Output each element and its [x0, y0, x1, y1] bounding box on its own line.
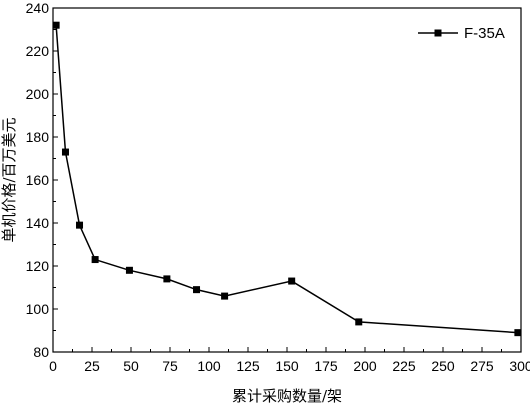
x-axis-label: 累计采购数量/架	[232, 387, 342, 405]
data-point	[163, 275, 171, 283]
data-point	[91, 256, 99, 264]
x-tick-label: 25	[84, 358, 100, 374]
x-tick-label: 250	[431, 358, 455, 374]
legend-marker	[434, 29, 442, 37]
data-point	[76, 221, 84, 229]
plot-frame	[52, 7, 522, 353]
y-tick-label: 120	[26, 258, 50, 274]
data-point	[61, 148, 69, 156]
y-tick-label: 200	[26, 86, 50, 102]
x-tick-label: 125	[236, 358, 260, 374]
x-tick-label: 300	[509, 358, 530, 374]
legend: F-35A	[418, 25, 505, 42]
y-tick-label: 80	[33, 344, 49, 360]
data-point	[514, 329, 522, 337]
x-tick-label: 200	[353, 358, 377, 374]
y-tick-label: 140	[26, 215, 50, 231]
x-tick-label: 75	[162, 358, 178, 374]
y-tick-label: 220	[26, 43, 50, 59]
x-tick-label: 0	[49, 358, 57, 374]
data-point	[288, 277, 296, 285]
data-point	[125, 266, 133, 274]
x-tick-label: 100	[197, 358, 221, 374]
data-point	[221, 292, 229, 300]
y-tick-label: 160	[26, 172, 50, 188]
x-tick-label: 150	[275, 358, 299, 374]
x-tick-label: 225	[392, 358, 416, 374]
data-point	[355, 318, 363, 326]
y-tick-label: 240	[26, 0, 50, 16]
data-point	[52, 21, 60, 29]
data-point	[193, 286, 201, 294]
y-tick-label: 100	[26, 301, 50, 317]
y-tick-label: 180	[26, 129, 50, 145]
ticks-layer: 0 25 50 75 100 125 150 175 200 225 250 275 300 80 100 1…	[26, 0, 530, 374]
legend-label: F-35A	[464, 25, 505, 42]
x-tick-label: 275	[470, 358, 494, 374]
x-tick-label: 175	[314, 358, 338, 374]
series-layer	[52, 21, 522, 337]
series-line	[55, 25, 518, 334]
x-tick-label: 50	[123, 358, 139, 374]
y-axis-label: 单机价格/百万美元	[0, 117, 18, 242]
